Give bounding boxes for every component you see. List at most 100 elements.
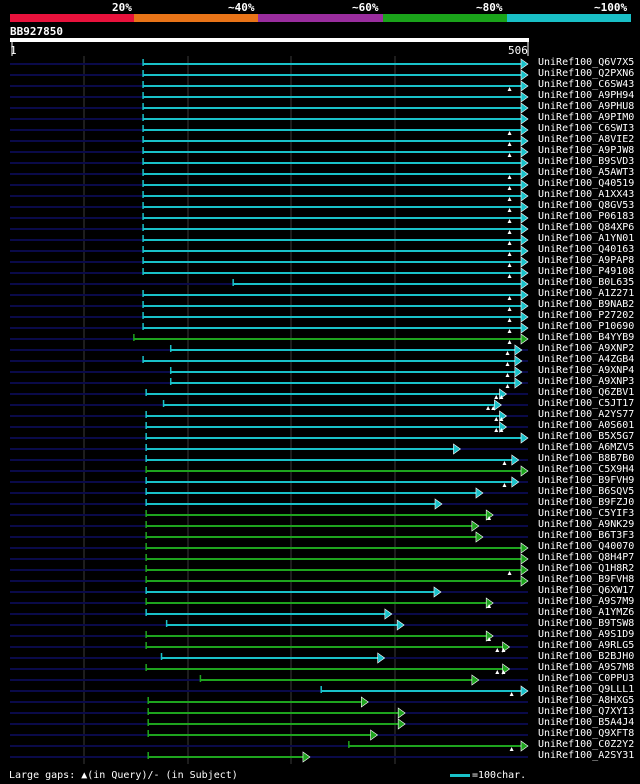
hit-label[interactable]: UniRef100_B4YYB9	[538, 332, 635, 343]
hit-label[interactable]: UniRef100_Q1H8R2	[538, 563, 635, 574]
hit-label[interactable]: UniRef100_P49108	[538, 266, 635, 277]
hit-label[interactable]: UniRef100_Q40519	[538, 178, 635, 189]
hit-row[interactable]	[10, 432, 529, 444]
hit-row[interactable]	[10, 58, 529, 70]
hit-row[interactable]	[10, 740, 529, 752]
hit-label[interactable]: UniRef100_Q7XYI3	[538, 706, 635, 717]
hit-row[interactable]	[10, 498, 528, 510]
hit-row[interactable]	[10, 421, 528, 433]
hit-row[interactable]	[10, 69, 529, 81]
hit-label[interactable]: UniRef100_A1XX43	[538, 189, 635, 200]
hit-row[interactable]	[10, 190, 529, 202]
hit-label[interactable]: UniRef100_Q84XP6	[538, 222, 635, 233]
hit-row[interactable]	[10, 80, 529, 92]
hit-row[interactable]	[10, 124, 529, 136]
hit-row[interactable]	[10, 113, 529, 125]
hit-row[interactable]	[10, 102, 529, 114]
hit-row[interactable]	[10, 223, 529, 235]
hit-label[interactable]: UniRef100_A9XNP2	[538, 343, 635, 354]
hit-row[interactable]	[10, 597, 528, 609]
hit-row[interactable]	[10, 322, 529, 334]
hit-row[interactable]	[10, 333, 529, 345]
hit-label[interactable]: UniRef100_B9FZJ0	[538, 497, 635, 508]
hit-label[interactable]: UniRef100_C5YIF3	[538, 508, 635, 519]
hit-row[interactable]	[10, 91, 529, 103]
hit-row[interactable]	[10, 707, 528, 719]
hit-label[interactable]: UniRef100_B8B7B0	[538, 453, 635, 464]
hit-label[interactable]: UniRef100_A2SY31	[538, 750, 635, 761]
hit-row[interactable]	[10, 454, 528, 466]
hit-row[interactable]	[10, 135, 529, 147]
hit-label[interactable]: UniRef100_B0L635	[538, 277, 635, 288]
hit-label[interactable]: UniRef100_A9XNP3	[538, 376, 635, 387]
hit-label[interactable]: UniRef100_B5X5G7	[538, 431, 635, 442]
hit-label[interactable]: UniRef100_Q9LLL1	[538, 684, 635, 695]
hit-label[interactable]: UniRef100_Q9XFT8	[538, 728, 635, 739]
hit-label[interactable]: UniRef100_A9PHU8	[538, 101, 635, 112]
hit-label[interactable]: UniRef100_A9S1D9	[538, 629, 635, 640]
hit-label[interactable]: UniRef100_A6MZV5	[538, 442, 635, 453]
hit-row[interactable]	[10, 355, 528, 367]
hit-label[interactable]: UniRef100_Q2PXN6	[538, 68, 635, 79]
hit-row[interactable]	[10, 388, 528, 400]
hit-row[interactable]	[10, 564, 529, 576]
hit-label[interactable]: UniRef100_A5AWT3	[538, 167, 635, 178]
hit-label[interactable]: UniRef100_A1YMZ6	[538, 607, 635, 618]
hit-label[interactable]: UniRef100_A2YS77	[538, 409, 635, 420]
hit-row[interactable]	[10, 608, 528, 620]
hit-label[interactable]: UniRef100_C0PPU3	[538, 673, 635, 684]
hit-label[interactable]: UniRef100_B9FVH8	[538, 574, 635, 585]
hit-row[interactable]	[10, 520, 528, 532]
hit-label[interactable]: UniRef100_Q8GV53	[538, 200, 635, 211]
hit-label[interactable]: UniRef100_Q6V7X5	[538, 57, 635, 68]
hit-label[interactable]: UniRef100_C6SW43	[538, 79, 635, 90]
hit-row[interactable]	[10, 553, 529, 565]
hit-label[interactable]: UniRef100_A1YN01	[538, 233, 635, 244]
hit-row[interactable]	[10, 168, 529, 180]
hit-label[interactable]: UniRef100_C0Z2Y2	[538, 739, 635, 750]
hit-label[interactable]: UniRef100_A9NK29	[538, 519, 635, 530]
hit-label[interactable]: UniRef100_A9PAP8	[538, 255, 635, 266]
hit-label[interactable]: UniRef100_B9SVD3	[538, 156, 635, 167]
hit-row[interactable]	[10, 531, 528, 543]
hit-row[interactable]	[10, 542, 529, 554]
hit-row[interactable]	[10, 399, 528, 411]
hit-label[interactable]: UniRef100_P10690	[538, 321, 635, 332]
hit-row[interactable]	[10, 476, 528, 488]
hit-label[interactable]: UniRef100_P06183	[538, 211, 635, 222]
hit-label[interactable]: UniRef100_A8VIE2	[538, 134, 635, 145]
hit-row[interactable]	[10, 465, 529, 477]
hit-row[interactable]	[10, 652, 528, 664]
hit-row[interactable]	[10, 289, 529, 301]
hit-row[interactable]	[10, 234, 529, 246]
hit-label[interactable]: UniRef100_B9NAB2	[538, 299, 635, 310]
hit-row[interactable]	[10, 630, 528, 642]
hit-row[interactable]	[10, 443, 528, 455]
hit-label[interactable]: UniRef100_A8HXG5	[538, 695, 635, 706]
hit-label[interactable]: UniRef100_Q6XW17	[538, 585, 635, 596]
hit-row[interactable]	[10, 685, 529, 697]
hit-label[interactable]: UniRef100_C6SWI3	[538, 123, 635, 134]
hit-label[interactable]: UniRef100_C5JT17	[538, 398, 635, 409]
hit-row[interactable]	[10, 674, 528, 686]
hit-label[interactable]: UniRef100_A9PH94	[538, 90, 635, 101]
hit-label[interactable]: UniRef100_A9S7M9	[538, 596, 635, 607]
hit-row[interactable]	[10, 278, 529, 290]
hit-label[interactable]: UniRef100_Q6ZBV1	[538, 387, 635, 398]
hit-label[interactable]: UniRef100_A0S601	[538, 420, 635, 431]
hit-row[interactable]	[10, 267, 529, 279]
hit-label[interactable]: UniRef100_A9PIM0	[538, 112, 635, 123]
hit-row[interactable]	[10, 157, 529, 169]
hit-row[interactable]	[10, 751, 528, 763]
hit-row[interactable]	[10, 212, 529, 224]
hit-row[interactable]	[10, 201, 529, 213]
hit-row[interactable]	[10, 146, 529, 158]
hit-row[interactable]	[10, 663, 528, 675]
hit-label[interactable]: UniRef100_A9XNP4	[538, 365, 635, 376]
hit-row[interactable]	[10, 718, 528, 730]
hit-row[interactable]	[10, 256, 529, 268]
hit-row[interactable]	[10, 586, 528, 598]
hit-label[interactable]: UniRef100_A9RLG5	[538, 640, 635, 651]
hit-row[interactable]	[10, 410, 528, 422]
hit-label[interactable]: UniRef100_B9TSW8	[538, 618, 635, 629]
